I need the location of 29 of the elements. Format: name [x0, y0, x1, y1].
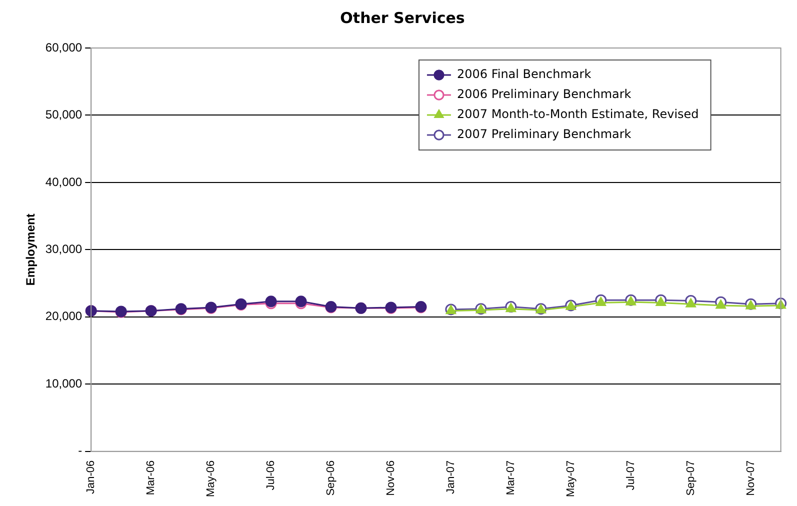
x-tick-label: Nov-06	[385, 460, 398, 496]
y-tick-label: 20,000	[45, 309, 82, 324]
legend-label: 2007 Month-to-Month Estimate, Revised	[456, 107, 699, 122]
x-tick-label: Jan-07	[444, 460, 457, 494]
x-tick-label: Sep-07	[684, 460, 697, 496]
y-tick-label: 30,000	[45, 242, 82, 256]
point	[686, 298, 696, 308]
point	[656, 297, 666, 306]
y-axis-title: Employment	[24, 214, 38, 286]
point	[596, 297, 606, 306]
x-tick-label: Mar-07	[504, 460, 517, 496]
point	[716, 300, 726, 309]
y-tick-label: -	[78, 444, 82, 458]
x-tick-label: Jul-06	[265, 460, 278, 490]
x-tick-label: Jan-06	[85, 460, 98, 494]
y-tick-label: 60,000	[45, 40, 82, 54]
x-tick-label: Sep-06	[325, 460, 338, 496]
y-tick-label: 10,000	[45, 376, 82, 390]
legend-label: 2006 Preliminary Benchmark	[456, 87, 632, 102]
y-tick-label: 40,000	[45, 174, 82, 189]
legend-label: 2006 Final Benchmark	[456, 67, 592, 82]
x-tick-label: May-06	[205, 460, 218, 498]
x-tick-label: Jul-07	[624, 460, 637, 490]
y-tick-label: 50,000	[45, 108, 82, 122]
x-tick-label: Mar-06	[145, 460, 158, 496]
legend-label: 2007 Preliminary Benchmark	[456, 127, 632, 142]
chart-title: Other Services	[340, 8, 465, 27]
x-tick-label: Nov-07	[744, 460, 757, 496]
x-tick-label: May-07	[564, 460, 577, 498]
